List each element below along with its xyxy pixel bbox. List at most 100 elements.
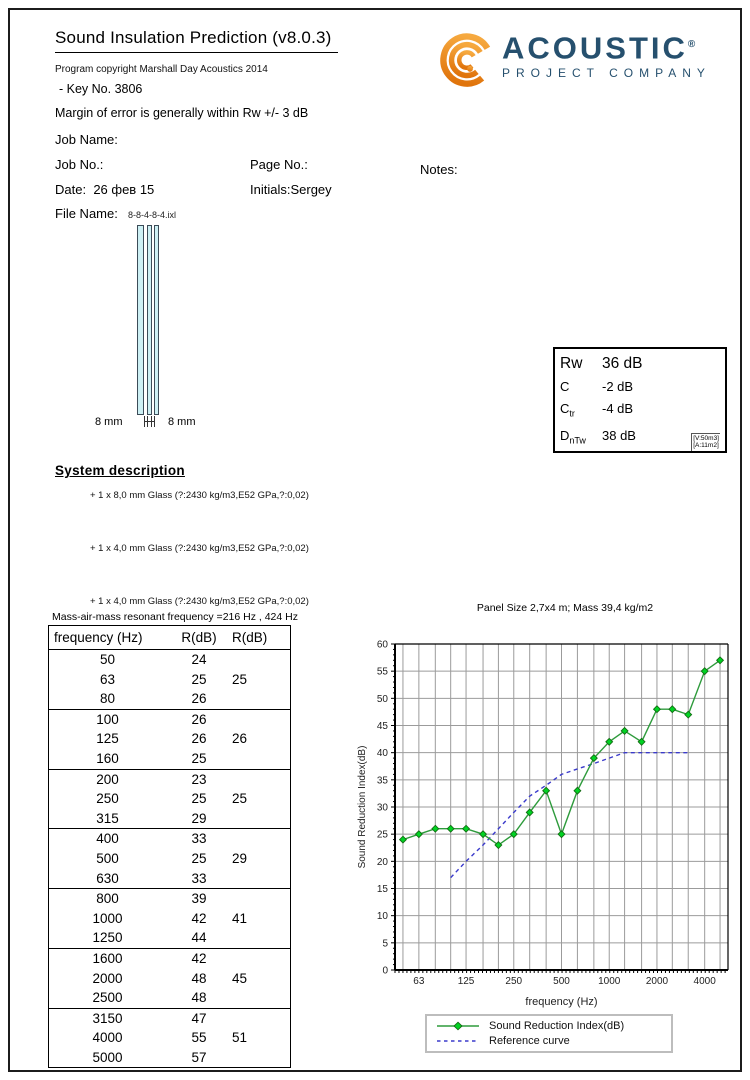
table-row: 5000 57 xyxy=(49,1048,291,1068)
system-item-2: + 1 x 4,0 mm Glass (?:2430 kg/m3,E52 GPa… xyxy=(90,543,309,554)
rating-results-box: Rw 36 dB C -2 dB Ctr -4 dB DnTw 38 dB [V… xyxy=(553,347,727,453)
table-cell xyxy=(232,650,291,670)
table-row: 500 25 29 xyxy=(49,849,291,869)
table-cell: 25 xyxy=(191,791,207,807)
table-cell: 48 xyxy=(191,990,207,1006)
svg-text:45: 45 xyxy=(377,721,389,732)
data-point-marker xyxy=(589,754,598,763)
data-point-marker xyxy=(494,840,503,850)
table-cell: 42 xyxy=(191,910,207,926)
rw-label: Rw xyxy=(560,355,583,372)
table-cell: 315 xyxy=(96,810,119,826)
resonant-frequency-line: Mass-air-mass resonant frequency =216 Hz… xyxy=(52,611,298,623)
table-row: 100 26 xyxy=(48,708,291,730)
table-row: 200 23 xyxy=(48,768,291,790)
reference-line-sample-icon xyxy=(437,1039,479,1042)
chart-title: Panel Size 2,7x4 m; Mass 39,4 kg/m2 xyxy=(476,602,654,614)
table-cell: 25 xyxy=(191,671,207,687)
table-row: 125 26 26 xyxy=(49,729,291,749)
svg-text:5: 5 xyxy=(382,938,388,949)
table-cell xyxy=(232,988,291,1008)
table-cell: 50 xyxy=(99,652,116,668)
data-point-marker xyxy=(605,737,614,746)
table-row: 3150 47 xyxy=(48,1007,291,1029)
table-row: 63 25 25 xyxy=(49,670,291,690)
table-cell: 24 xyxy=(191,652,207,668)
table-cell xyxy=(232,1007,291,1029)
notes-label: Notes: xyxy=(420,162,458,177)
svg-text:60: 60 xyxy=(377,640,389,651)
table-cell xyxy=(232,689,291,709)
table-row: 315 29 xyxy=(49,809,291,829)
table-cell: 26 xyxy=(191,731,207,747)
table-cell: 29 xyxy=(191,810,207,826)
margin-of-error-line: Margin of error is generally within Rw +… xyxy=(55,106,309,120)
table-cell: 4000 xyxy=(92,1030,123,1046)
data-point-marker xyxy=(668,705,677,714)
data-point-marker xyxy=(652,705,661,714)
table-row: 1000 42 41 xyxy=(49,909,291,929)
right-gap-label: 8 mm xyxy=(168,416,196,428)
data-point-marker xyxy=(414,830,423,839)
svg-text:63: 63 xyxy=(413,976,425,987)
table-row: 160 25 xyxy=(49,749,291,769)
table-row: 630 33 xyxy=(49,869,291,889)
svg-text:500: 500 xyxy=(553,976,570,987)
table-cell: 1600 xyxy=(48,947,166,969)
table-cell: 33 xyxy=(191,870,207,886)
chart-x-axis-label: frequency (Hz) xyxy=(525,996,598,1008)
table-cell: 48 xyxy=(191,970,207,986)
table-cell: 630 xyxy=(96,870,119,886)
table-cell xyxy=(232,809,291,829)
key-number-line: - Key No. 3806 xyxy=(59,82,143,96)
data-point-marker xyxy=(431,824,440,833)
registered-mark: ® xyxy=(687,39,696,50)
left-gap-label: 8 mm xyxy=(95,416,123,428)
data-point-marker xyxy=(573,786,582,795)
data-point-marker xyxy=(542,786,551,795)
chart-legend: Sound Reduction Index(dB) Reference curv… xyxy=(425,1014,673,1053)
data-point-marker xyxy=(479,830,488,839)
table-cell: 80 xyxy=(99,691,116,707)
page-border: Sound Insulation Prediction (v8.0.3) Pro… xyxy=(8,8,742,1072)
table-cell: 25 xyxy=(232,671,248,687)
dntw-room-notes: [V:50m3] [A:11m2] xyxy=(691,432,720,451)
table-cell xyxy=(232,1048,291,1068)
svg-text:55: 55 xyxy=(377,667,389,678)
legend-label-reference: Reference curve xyxy=(489,1034,570,1047)
svg-text:125: 125 xyxy=(458,976,475,987)
frequency-table-container: frequency (Hz) R(dB) R(dB) 50 24 63 25 25 80 2… xyxy=(48,625,291,1069)
table-cell: 63 xyxy=(99,671,116,687)
system-description-heading: System description xyxy=(55,463,185,478)
glass-pane-4mm-b xyxy=(154,225,159,415)
table-cell: 500 xyxy=(96,850,119,866)
svg-text:25: 25 xyxy=(377,830,389,841)
table-cell: 25 xyxy=(191,751,207,767)
sri-chart: Panel Size 2,7x4 m; Mass 39,4 kg/m2 0 5 10… xyxy=(355,600,735,1062)
legend-item-reference: Reference curve xyxy=(435,1033,663,1048)
date-label: Date: xyxy=(55,182,87,197)
ctr-label: Ctr xyxy=(560,401,575,419)
page-title: Sound Insulation Prediction (v8.0.3) xyxy=(55,28,338,53)
sri-line-sample-icon xyxy=(437,1021,479,1030)
svg-text:2000: 2000 xyxy=(646,976,669,987)
data-point-marker xyxy=(525,808,534,817)
data-point-marker xyxy=(398,835,407,844)
table-row: 80 26 xyxy=(49,689,291,709)
data-point-marker xyxy=(716,656,725,665)
table-row: 2500 48 xyxy=(49,988,291,1008)
table-cell: 250 xyxy=(96,791,119,807)
initials-label: Initials: xyxy=(250,182,291,197)
table-cell: 2500 xyxy=(92,990,123,1006)
svg-text:1000: 1000 xyxy=(598,976,621,987)
table-cell xyxy=(232,828,291,849)
table-row: 400 33 xyxy=(48,828,291,849)
table-cell: 2000 xyxy=(92,970,123,986)
table-cell: 29 xyxy=(232,850,248,866)
svg-text:50: 50 xyxy=(377,694,389,705)
table-row: 250 25 25 xyxy=(49,789,291,809)
rw-row: Rw 36 dB xyxy=(560,352,720,376)
file-name-value: 8-8-4-8-4.ixl xyxy=(128,210,177,220)
file-name-label: File Name: xyxy=(55,206,118,221)
svg-text:20: 20 xyxy=(377,857,389,868)
